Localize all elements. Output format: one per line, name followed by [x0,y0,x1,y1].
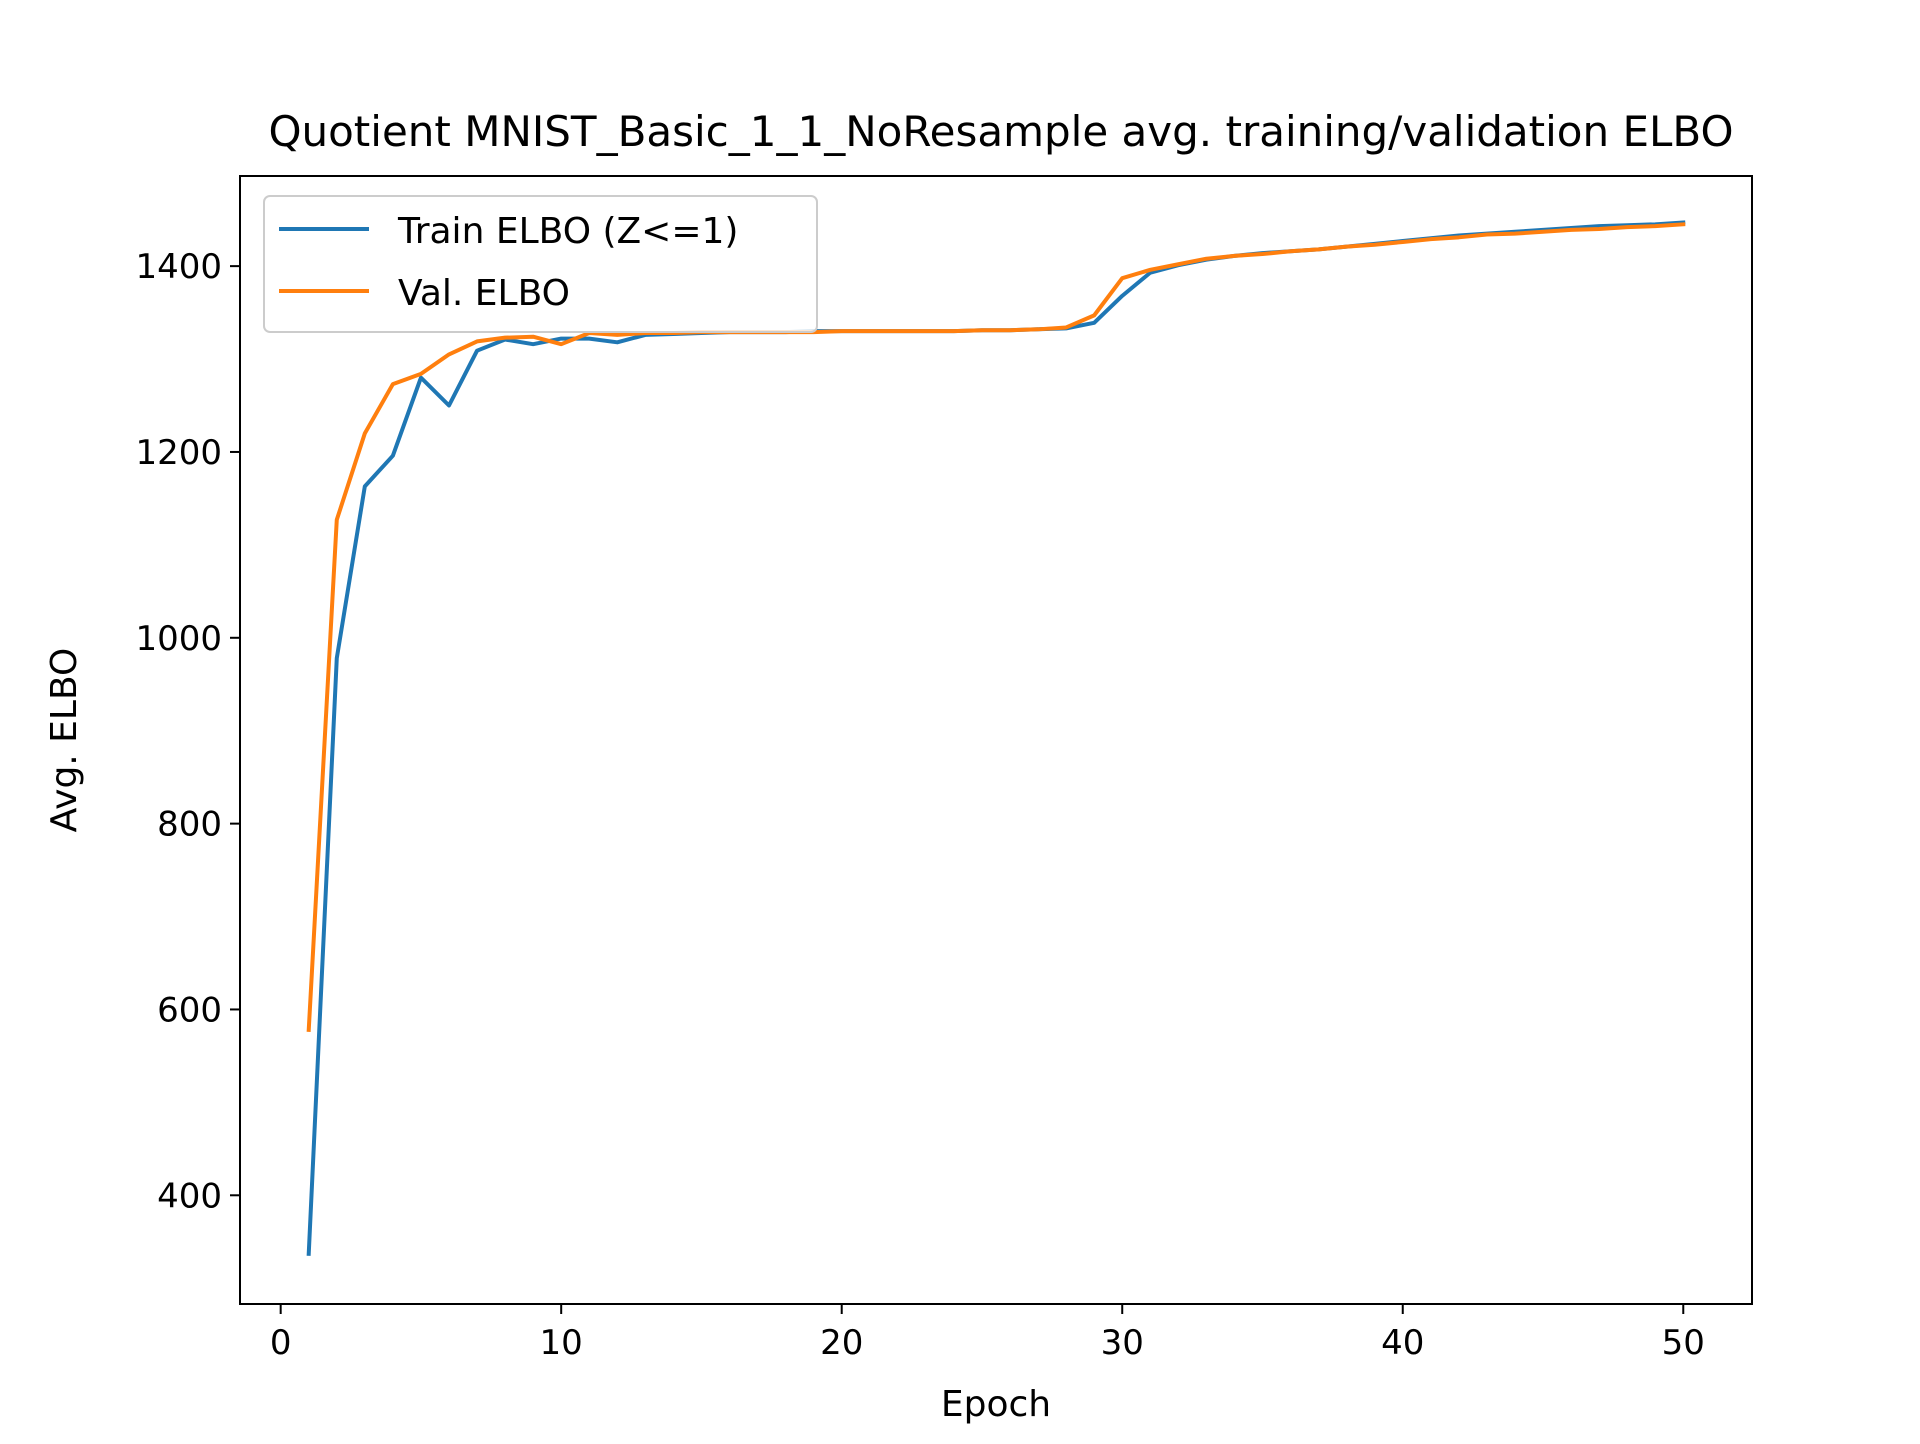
series-line-val [306,222,1686,1033]
x-tick-label-30: 30 [1101,1323,1144,1363]
legend-label-val: Val. ELBO [398,273,570,314]
x-tick-label-20: 20 [820,1323,863,1363]
axes-frame [239,175,1753,1305]
plot-area [306,220,1686,1256]
y-tick-label-1200: 1200 [135,433,222,473]
x-tick-label-40: 40 [1381,1323,1424,1363]
y-tick-label-1000: 1000 [135,619,222,659]
y-tick-label-600: 600 [157,990,222,1030]
y-tick-label-400: 400 [157,1176,222,1216]
legend-box [263,195,818,333]
legend-label-train: Train ELBO (Z<=1) [397,211,738,252]
axes: 0 10 20 30 40 50 400 600 800 1000 1200 1400 [135,247,1704,1363]
x-tick-label-10: 10 [540,1323,583,1363]
chart-title: Quotient MNIST_Basic_1_1_NoResample avg.… [268,107,1733,156]
x-axis-label: Epoch [941,1384,1051,1425]
y-tick-label-1400: 1400 [135,247,222,287]
x-tick-label-50: 50 [1662,1323,1705,1363]
legend: Train ELBO (Z<=1) Val. ELBO [263,195,818,333]
y-tick-label-800: 800 [157,805,222,845]
y-axis-label: Avg. ELBO [44,648,85,833]
x-tick-label-0: 0 [270,1323,292,1363]
